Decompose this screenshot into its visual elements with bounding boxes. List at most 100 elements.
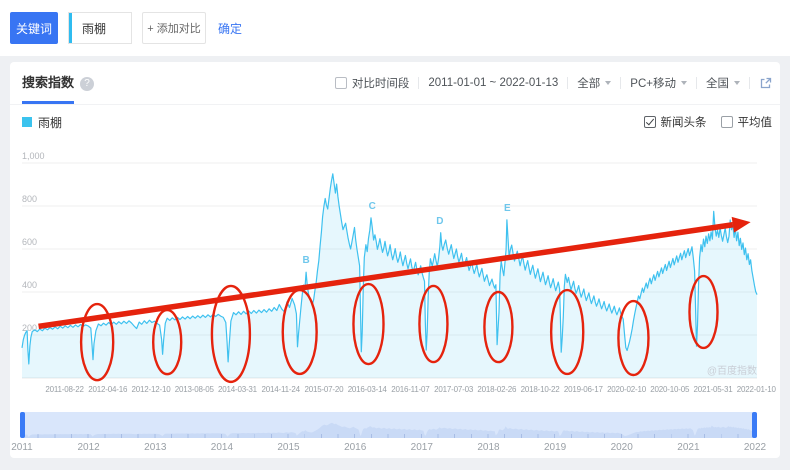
news-marker-E[interactable]: E xyxy=(504,203,511,214)
help-icon[interactable]: ? xyxy=(80,77,94,91)
x-tick-label: 2018-10-22 xyxy=(521,385,561,394)
series-color-swatch xyxy=(22,117,32,127)
dip-circle-annotation xyxy=(549,288,585,376)
divider xyxy=(696,77,697,89)
scope-value: 全部 xyxy=(577,78,601,90)
y-tick-label: 200 xyxy=(22,323,37,333)
x-tick-label: 2013-08-05 xyxy=(175,385,215,394)
watermark: @百度指数 xyxy=(707,364,757,377)
y-tick-label: 1,000 xyxy=(22,151,45,161)
trend-arrow-head xyxy=(731,216,751,233)
divider xyxy=(620,77,622,89)
x-tick-label: 2019-06-17 xyxy=(564,385,604,394)
timeline-year-label: 2016 xyxy=(344,442,367,453)
chart-controls: 对比时间段 2011-01-01 ~ 2022-01-13 全部 PC+移动 全… xyxy=(334,62,772,104)
x-tick-label: 2022-01-10 xyxy=(737,385,777,394)
tab-label: 搜索指数 xyxy=(22,75,75,90)
news-marker-D[interactable]: D xyxy=(436,216,443,227)
keyword-toolbar: 关键词 雨棚 + 添加对比 确定 xyxy=(0,0,790,56)
panel-header: 搜索指数 ? 对比时间段 2011-01-01 ~ 2022-01-13 全部 … xyxy=(10,62,780,105)
y-tick-label: 800 xyxy=(22,194,37,204)
tab-search-index[interactable]: 搜索指数 xyxy=(22,62,75,104)
divider xyxy=(749,77,750,89)
timeline-year-label: 2012 xyxy=(77,442,100,453)
keyword-input[interactable]: 雨棚 xyxy=(68,12,132,44)
legend-item: 雨棚 xyxy=(22,104,62,140)
dip-circle-annotation xyxy=(688,274,719,350)
timeline-year-label: 2022 xyxy=(743,442,767,453)
timeline-year-label: 2018 xyxy=(477,442,500,453)
checkbox-checked-icon xyxy=(643,116,656,128)
add-compare-button[interactable]: + 添加对比 xyxy=(142,12,206,44)
dip-circle-annotation xyxy=(79,302,115,382)
x-tick-label: 2012-12-10 xyxy=(132,385,172,394)
x-tick-label: 2011-08-22 xyxy=(45,385,84,394)
news-marker-B[interactable]: B xyxy=(302,255,309,266)
series-line xyxy=(21,173,758,365)
timeline-year-label: 2019 xyxy=(543,442,567,453)
divider xyxy=(418,77,420,89)
x-tick-label: 2016-11-07 xyxy=(391,385,430,394)
date-range-value: 2011-01-01 ~ 2022-01-13 xyxy=(428,77,559,89)
timeline-year-label: 2014 xyxy=(210,442,234,453)
average-checkbox[interactable]: 平均值 xyxy=(720,114,773,130)
compare-period-label: 对比时间段 xyxy=(351,78,410,90)
timeline-track[interactable] xyxy=(20,412,757,438)
x-tick-label: 2015-07-20 xyxy=(304,385,344,394)
keyword-value: 雨棚 xyxy=(82,21,107,36)
news-marker-C[interactable]: C xyxy=(369,201,376,212)
timeline-year-label: 2017 xyxy=(410,442,433,453)
device-dropdown[interactable]: PC+移动 xyxy=(630,75,687,91)
region-value: 全国 xyxy=(706,78,729,90)
search-index-panel: 搜索指数 ? 对比时间段 2011-01-01 ~ 2022-01-13 全部 … xyxy=(10,62,780,458)
average-label: 平均值 xyxy=(737,117,773,129)
x-tick-label: 2014-03-31 xyxy=(218,385,258,394)
series-name-label: 雨棚 xyxy=(38,115,63,130)
y-tick-label: 600 xyxy=(22,237,37,247)
confirm-link[interactable]: 确定 xyxy=(218,21,243,36)
timeline-year-label: 2011 xyxy=(11,442,33,453)
news-headlines-checkbox[interactable]: 新闻头条 xyxy=(643,114,707,130)
date-range-picker[interactable]: 2011-01-01 ~ 2022-01-13 xyxy=(428,77,558,89)
checkbox-icon xyxy=(720,116,733,128)
caret-down-icon xyxy=(605,81,612,85)
keyword-button[interactable]: 关键词 xyxy=(10,12,58,44)
overlay-toggles: 新闻头条 平均值 xyxy=(630,104,773,140)
x-tick-label: 2016-03-14 xyxy=(348,385,388,394)
legend-row: 雨棚 新闻头条 平均值 xyxy=(10,104,780,140)
y-tick-label: 400 xyxy=(22,280,37,290)
x-tick-label: 2014-11-24 xyxy=(262,385,301,394)
dip-circle-annotation xyxy=(483,290,514,364)
dip-circle-annotation xyxy=(210,284,252,384)
timeline-handle-end[interactable] xyxy=(752,412,757,438)
timeline-handle-start[interactable] xyxy=(20,412,25,438)
x-tick-label: 2020-10-05 xyxy=(650,385,690,394)
compare-period-checkbox[interactable]: 对比时间段 xyxy=(334,75,410,91)
scope-dropdown[interactable]: 全部 xyxy=(577,75,612,91)
x-tick-label: 2021-05-31 xyxy=(694,385,734,394)
x-tick-label: 2020-02-10 xyxy=(607,385,647,394)
x-tick-label: 2012-04-16 xyxy=(88,385,128,394)
news-headlines-label: 新闻头条 xyxy=(660,117,707,129)
timeline-year-label: 2020 xyxy=(610,442,633,453)
caret-down-icon xyxy=(734,81,740,85)
dip-circle-annotation xyxy=(352,282,385,366)
timeline-tick-marks xyxy=(22,434,755,438)
device-value: PC+移动 xyxy=(630,78,676,90)
timeline-year-label: 2013 xyxy=(144,442,167,453)
timeline-year-label: 2021 xyxy=(677,442,700,453)
caret-down-icon xyxy=(681,81,687,85)
trend-arrow-line xyxy=(38,222,734,330)
x-tick-label: 2018-02-26 xyxy=(477,385,517,394)
region-dropdown[interactable]: 全国 xyxy=(706,75,740,91)
timeline-year-label: 2015 xyxy=(277,442,300,453)
x-tick-label: 2017-07-03 xyxy=(434,385,474,394)
keyword-accent-bar xyxy=(69,13,72,43)
divider xyxy=(567,77,569,89)
open-in-new-icon[interactable] xyxy=(759,77,772,90)
dip-circle-annotation xyxy=(418,284,449,364)
timeline-year-labels: 2011 2012 2013 2014 2015 2016 2017 2018 2019 2020… xyxy=(11,440,766,456)
search-index-chart[interactable]: 1,000 800 600 400 200 2011-08-22 2012-04-16 201… xyxy=(10,140,780,398)
dip-circle-annotation xyxy=(617,299,650,377)
checkbox-icon xyxy=(334,77,347,89)
